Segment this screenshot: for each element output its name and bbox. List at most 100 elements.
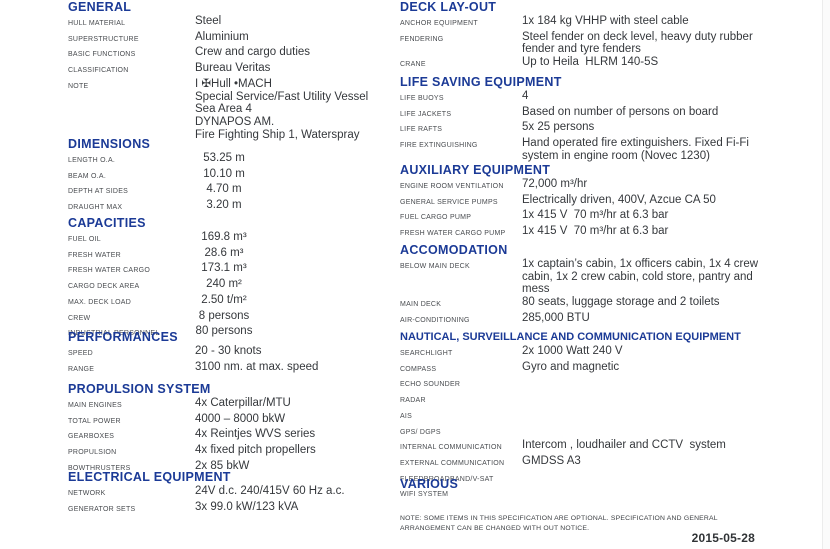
spec-row: COMPASS Gyro and magnetic [400, 361, 800, 377]
spec-value-line: Gyro and magnetic [522, 360, 620, 373]
spec-label: FENDERING [400, 35, 444, 43]
spec-value: I ✠Hull •MACH Special Service/Fast Utilit… [195, 78, 398, 142]
spec-value: 3x 99.0 kW/123 kVA [195, 501, 398, 514]
section-rows: ANCHOR EQUIPMENT 1x 184 kg VHHP with stee… [400, 15, 800, 72]
spec-label: BELOW MAIN DECK [400, 263, 470, 270]
spec-value-line: 4x Reintjes WVS series [195, 428, 316, 441]
spec-row: RADAR [400, 392, 800, 408]
spec-row: TOTAL POWER 4000 – 8000 bkW [68, 413, 398, 429]
spec-value-line: 53.25 m [203, 152, 245, 164]
spec-value: 5x 25 persons [522, 121, 800, 134]
spec-value-line: Steel fender on deck level, heavy duty r… [522, 30, 753, 43]
spec-value: Up to Heila HLRM 140-5S [522, 56, 800, 69]
footnote-line: ARRANGEMENT CAN BE CHANGED WITH OUT NOTI… [400, 525, 590, 532]
spec-value-line: DYNAPOS AM. [195, 115, 275, 128]
spec-value-line: Sea Area 4 [195, 103, 252, 116]
spec-label: TOTAL POWER [68, 417, 121, 425]
spec-row: INTERNAL COMMUNICATION Intercom , loudhai… [400, 439, 800, 455]
spec-row: AIR-CONDITIONING 285,000 BTU [400, 312, 800, 328]
spec-value: 2x 85 bkW [195, 460, 398, 473]
spec-label: ECHO SOUNDER [400, 381, 461, 389]
spec-value-line: 173.1 m³ [201, 262, 247, 275]
section-rows: LIFE BUOYS 4 LIFE JACKETS Based on number o… [400, 90, 800, 163]
spec-value-line: Bureau Veritas [195, 62, 271, 75]
spec-value: 4x Caterpillar/MTU [195, 397, 398, 410]
spec-value-line: 1x 415 V 70 m³/hr at 6.3 bar [522, 209, 669, 222]
spec-value-line: 5x 25 persons [522, 121, 595, 134]
spec-row: LIFE BUOYS 4 [400, 90, 800, 106]
spec-value: 3100 nm. at max. speed [195, 361, 398, 374]
spec-row: HULL MATERIAL Steel [68, 15, 398, 31]
spec-row: BASIC FUNCTIONS Crew and cargo duties [68, 46, 398, 62]
spec-value: Steel [195, 15, 398, 28]
section-performances: PERFORMANCES SPEED 20 - 30 knots RANGE 3100 … [68, 331, 398, 376]
spec-row: FRESH WATER CARGO 173.1 m³ [68, 262, 398, 278]
spec-label: CREW [68, 314, 91, 322]
section-dimensions: DIMENSIONS LENGTH O.A. 53.25 m BEAM O.A. 10.… [68, 138, 398, 215]
spec-value-line: 3.20 m [206, 199, 242, 212]
spec-label: LIFE RAFTS [400, 126, 443, 134]
spec-value: Intercom , loudhailer and CCTV system [522, 439, 800, 452]
spec-value-line: Up to Heila HLRM 140-5S [522, 56, 659, 69]
spec-row: GENERAL SERVICE PUMPS Electrically driven… [400, 194, 800, 210]
spec-value [522, 408, 800, 421]
spec-value-line: 3x 99.0 kW/123 kVA [195, 500, 299, 513]
spec-value-line: 24V d.c. 240/415V 60 Hz a.c. [195, 485, 345, 497]
spec-row: ENGINE ROOM VENTILATION 72,000 m³/hr [400, 178, 800, 194]
spec-label: DRAUGHT MAX [68, 204, 123, 212]
spec-row: FUEL OIL 169.8 m³ [68, 231, 398, 247]
section-title: GENERAL [68, 0, 132, 14]
spec-value-line [522, 424, 800, 437]
spec-value: 4x Reintjes WVS series [195, 428, 398, 441]
section-title: DECK LAY-OUT [400, 0, 497, 14]
spec-value: Bureau Veritas [195, 62, 398, 75]
section-rows: FUEL OIL 169.8 m³ FRESH WATER 28.6 m³ FRESH … [68, 231, 398, 341]
spec-label: FUEL CARGO PUMP [400, 214, 472, 222]
spec-value-line: 169.8 m³ [201, 231, 247, 243]
spec-value-line: 4000 – 8000 bkW [195, 412, 286, 425]
spec-value: 3.20 m [195, 199, 398, 212]
spec-label: BASIC FUNCTIONS [68, 51, 136, 59]
spec-label: FRESH WATER CARGO PUMP [400, 230, 506, 238]
section-title: DIMENSIONS [68, 137, 151, 151]
spec-value [522, 392, 800, 405]
spec-value-line: 80 seats, luggage storage and 2 toilets [522, 296, 720, 309]
spec-value: Based on number of persons on board [522, 106, 800, 119]
spec-value: 4 [522, 90, 800, 103]
spec-row: LENGTH O.A. 53.25 m [68, 152, 398, 168]
spec-value-line: 4x Caterpillar/MTU [195, 397, 291, 409]
section-title: ELECTRICAL EQUIPMENT [68, 470, 231, 484]
spec-value-line: 2x 1000 Watt 240 V [522, 345, 623, 357]
spec-row: INDUSTRIAL PERSONNEL 80 persons [68, 325, 398, 341]
section-rows: ENGINE ROOM VENTILATION 72,000 m³/hr GENER… [400, 178, 800, 241]
spec-label: LIFE JACKETS [400, 110, 452, 118]
spec-row: NOTE I ✠Hull •MACH Special Service/Fast Ut… [68, 78, 398, 142]
spec-label: LIFE BUOYS [400, 95, 444, 102]
spec-label: GENERAL SERVICE PUMPS [400, 198, 498, 206]
spec-value-line: fender and tyre fenders [522, 43, 641, 56]
spec-value: 285,000 BTU [522, 312, 800, 325]
spec-row: CLASSIFICATION Bureau Veritas [68, 62, 398, 78]
spec-value-line: cabin, 1x 2 crew cabin, cold store, pant… [522, 270, 753, 283]
spec-row: BEAM O.A. 10.10 m [68, 168, 398, 184]
spec-value-line: 80 persons [195, 325, 253, 338]
spec-value: Aluminium [195, 31, 398, 44]
spec-row: NETWORK 24V d.c. 240/415V 60 Hz a.c. [68, 485, 398, 501]
spec-label: HULL MATERIAL [68, 20, 126, 27]
spec-row: GENERATOR SETS 3x 99.0 kW/123 kVA [68, 501, 398, 517]
spec-row: SEARCHLIGHT 2x 1000 Watt 240 V [400, 345, 800, 361]
spec-row: CARGO DECK AREA 240 m² [68, 278, 398, 294]
spec-value-line: Crew and cargo duties [195, 46, 311, 59]
spec-value: GMDSS A3 [522, 455, 800, 468]
spec-value-line: 28.6 m³ [204, 246, 244, 259]
spec-row: AIS [400, 408, 800, 424]
spec-row: CREW 8 persons [68, 310, 398, 326]
spec-value-line: 4.70 m [206, 183, 242, 196]
spec-row: WIFI SYSTEM [400, 486, 800, 502]
spec-label: CRANE [400, 61, 426, 69]
spec-label: GPS/ DGPS [400, 428, 441, 436]
spec-label: RANGE [68, 365, 95, 373]
spec-row: BOWTHRUSTERS 2x 85 bkW [68, 460, 398, 476]
spec-value: 173.1 m³ [195, 262, 398, 275]
spec-value: 1x 415 V 70 m³/hr at 6.3 bar [522, 225, 800, 238]
